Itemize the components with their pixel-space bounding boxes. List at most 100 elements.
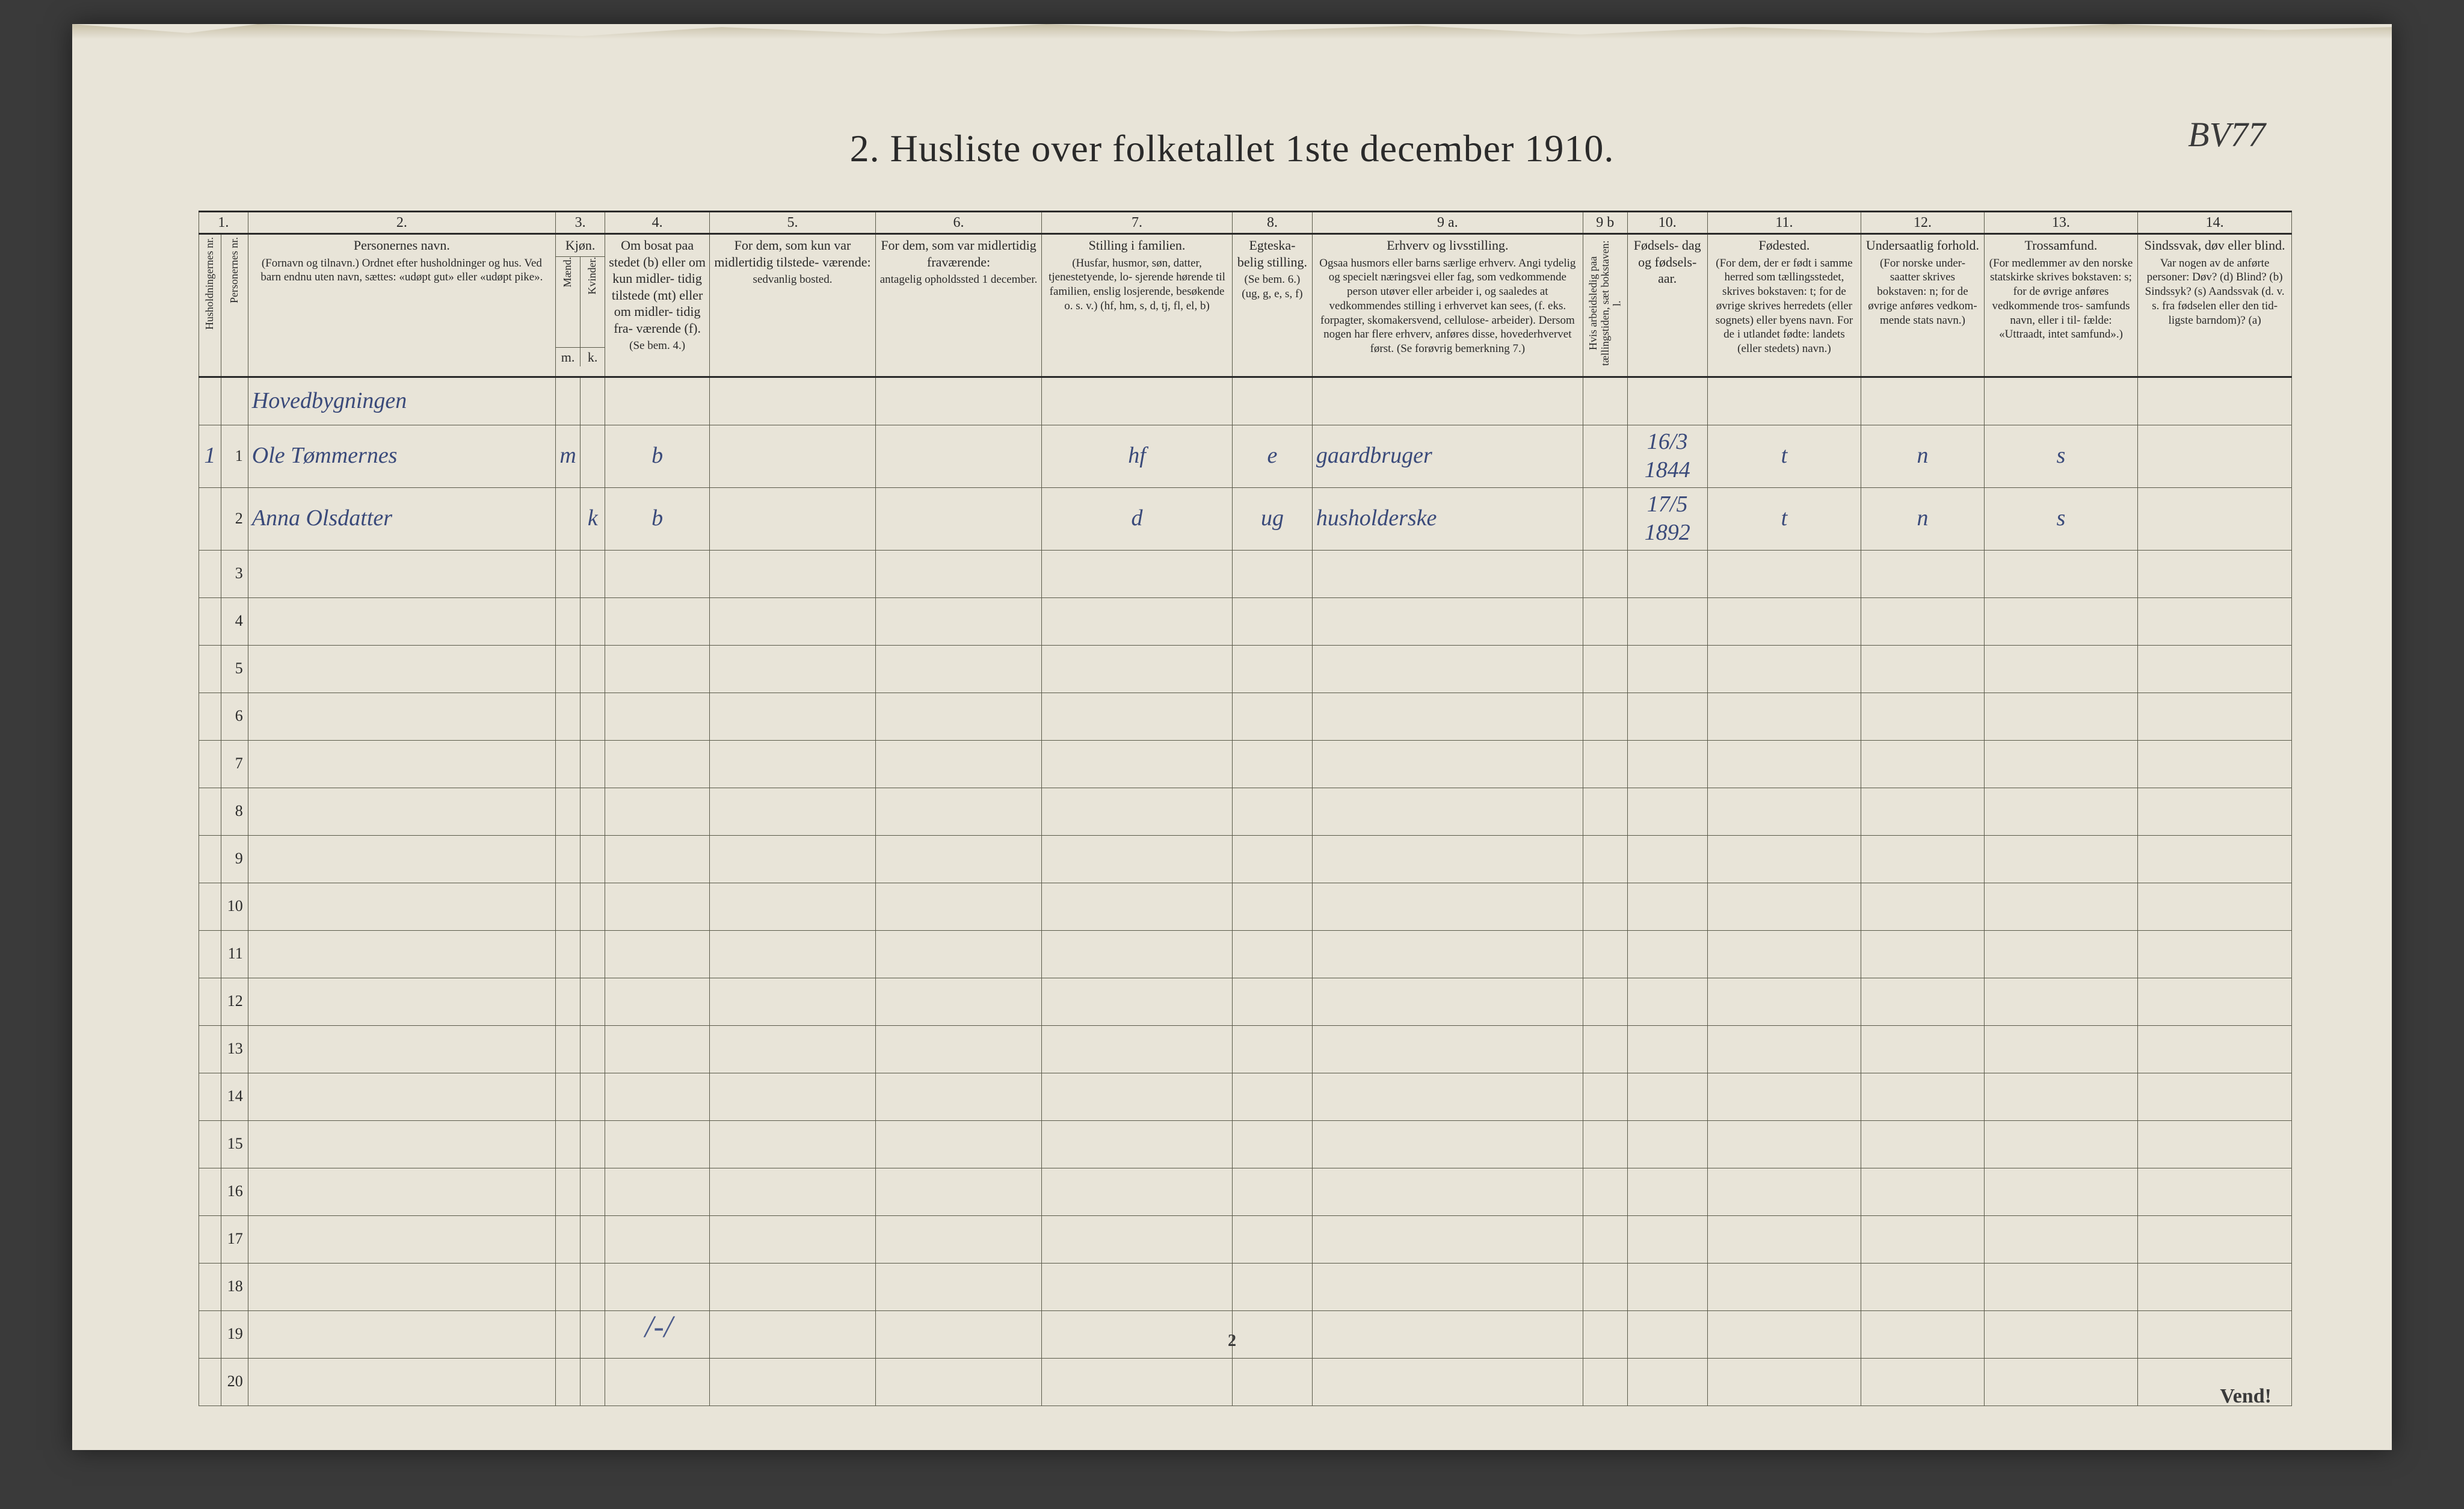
cell-empty [248,1263,555,1310]
cell-empty [555,930,580,978]
cell-empty [1707,978,1861,1025]
cell-empty [1707,1120,1861,1168]
table-row: 5 [199,645,2292,693]
cell-empty [1984,930,2138,978]
cell-empty [248,1310,555,1358]
cell-erhverv: husholderske [1312,487,1583,550]
cell-empty [1042,1263,1233,1310]
cell-name: Anna Olsdatter [248,487,555,550]
cell-empty [1312,1263,1583,1310]
cell-empty [555,693,580,740]
cell-empty [1042,1120,1233,1168]
colnum-6: 6. [876,212,1042,234]
cell-empty [1984,1073,2138,1120]
cell-empty [876,645,1042,693]
cell-empty [605,1073,710,1120]
cell-empty [1627,835,1707,883]
cell-empty [710,377,876,425]
cell-empty [1984,1263,2138,1310]
cell-empty [1861,645,1984,693]
cell-pn: 10 [221,883,248,930]
cell-pn: 5 [221,645,248,693]
cell-pn: 18 [221,1263,248,1310]
cell-empty [1233,1263,1313,1310]
cell-empty [555,835,580,883]
cell-empty [876,1215,1042,1263]
cell-empty [248,1168,555,1215]
cell-empty [1627,377,1707,425]
cell-pn: 11 [221,930,248,978]
cell-empty [1042,645,1233,693]
cell-pn: 17 [221,1215,248,1263]
cell-tros: s [1984,425,2138,487]
cell-empty [2138,1310,2292,1358]
cell-empty [2138,645,2292,693]
cell-14 [2138,425,2292,487]
cell-hh [199,550,221,597]
cell-empty [876,978,1042,1025]
cell-empty [1861,1120,1984,1168]
cell-empty [1861,1168,1984,1215]
cell-empty [1984,1358,2138,1406]
cell-empty [876,550,1042,597]
head-6-sub: antagelig opholdssted 1 december. [879,273,1038,287]
page-title: 2. Husliste over folketallet 1ste decemb… [72,126,2392,171]
cell-empty [581,645,605,693]
cell-pn: 20 [221,1358,248,1406]
cell-empty [2138,930,2292,978]
cell-empty [1861,1310,1984,1358]
cell-undersaat: n [1861,425,1984,487]
cell-empty [1861,1073,1984,1120]
table-row: 3 [199,550,2292,597]
cell-empty [876,835,1042,883]
cell-empty [581,1073,605,1120]
census-table: 1. 2. 3. 4. 5. 6. 7. 8. 9 a. 9 b 10. 11.… [199,211,2292,1406]
cell-empty [1984,550,2138,597]
cell-hh [199,835,221,883]
head-1a: Husholdningernes nr. [199,234,221,377]
cell-empty [248,883,555,930]
head-4-sub: (Se bem. 4.) [609,339,706,353]
cell-hh [199,645,221,693]
cell-empty [605,1168,710,1215]
cell-empty [710,930,876,978]
cell-hh [199,597,221,645]
colnum-4: 4. [605,212,710,234]
cell-empty [1583,740,1627,788]
cell-empty [1583,645,1627,693]
cell-empty [1312,1168,1583,1215]
cell-empty [1627,930,1707,978]
cell-hh: 1 [199,425,221,487]
cell-famstilling: hf [1042,425,1233,487]
cell-empty [1707,597,1861,645]
cell-empty [1984,1215,2138,1263]
cell-empty [581,978,605,1025]
cell-empty [1233,1310,1313,1358]
cell-empty [1861,377,1984,425]
cell-empty [1707,1358,1861,1406]
head-3b: Kvinder. [587,257,599,295]
cell-empty [1861,597,1984,645]
cell-14 [2138,487,2292,550]
colnum-14: 14. [2138,212,2292,234]
cell-empty [1233,835,1313,883]
cell-empty [555,883,580,930]
cell-empty [555,1215,580,1263]
cell-fodsel: 16/3 1844 [1627,425,1707,487]
cell-empty [1707,1168,1861,1215]
top-right-annotation: BV77 [2188,114,2265,155]
table-row: 17 [199,1215,2292,1263]
cell-empty [1042,1215,1233,1263]
cell-empty [581,930,605,978]
cell-empty [1707,377,1861,425]
table-row: 10 [199,883,2292,930]
cell-empty [605,883,710,930]
cell-hh [199,930,221,978]
cell-fodested: t [1707,487,1861,550]
cell-empty [1627,883,1707,930]
table-row: 16 [199,1168,2292,1215]
cell-empty [1627,1073,1707,1120]
cell-empty [555,1168,580,1215]
head-11-main: Fødested. [1758,238,1810,253]
head-1b: Personernes nr. [221,234,248,377]
